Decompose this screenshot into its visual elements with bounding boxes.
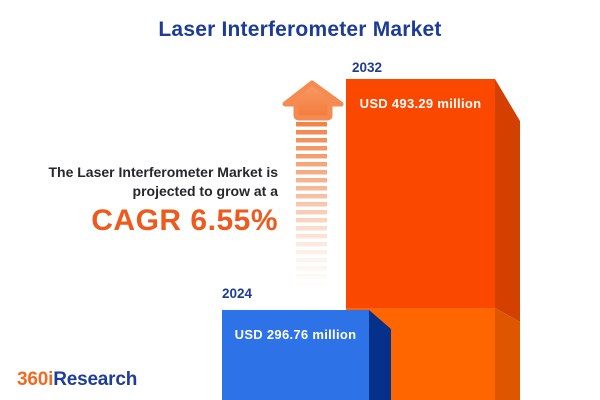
- bar-2024: [222, 310, 391, 400]
- bar-2032-growth-face: [346, 79, 495, 308]
- description: The Laser Interferometer Market is proje…: [0, 163, 278, 238]
- bar-2024-year-label: 2024: [222, 286, 253, 301]
- bar-2024-value-label: USD 296.76 million: [234, 327, 357, 342]
- bar-2032-value-label: USD 493.29 million: [359, 96, 482, 111]
- page-title: Laser Interferometer Market: [158, 18, 442, 41]
- description-line-1: The Laser Interferometer Market is: [48, 164, 278, 180]
- bar-2032-year-label: 2032: [352, 60, 383, 75]
- bar-2032-growth-side: [495, 79, 520, 322]
- bar-2024-face: [222, 310, 369, 400]
- brand-logo-suffix: Research: [53, 369, 138, 390]
- brand-logo: 360iResearch: [17, 369, 137, 391]
- bar-2032-base-side: [495, 308, 520, 400]
- description-line-2: projected to grow at a: [132, 183, 278, 199]
- growth-arrow-fading-shaft: [296, 122, 327, 294]
- bar-2024-side: [369, 310, 391, 400]
- growth-arrow-icon: [282, 80, 344, 121]
- cagr-value: CAGR 6.55%: [91, 204, 278, 237]
- brand-logo-prefix: 360i: [17, 369, 54, 390]
